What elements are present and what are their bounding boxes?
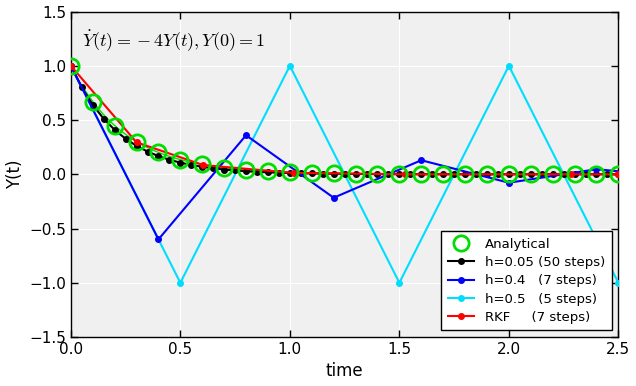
- Legend: Analytical, h=0.05 (50 steps), h=0.4   (7 steps), h=0.5   (5 steps), RKF     (7 : Analytical, h=0.05 (50 steps), h=0.4 (7 …: [441, 231, 612, 330]
- X-axis label: time: time: [326, 362, 363, 381]
- Y-axis label: Y(t): Y(t): [6, 159, 24, 189]
- Text: $\dot{Y}(t) = -4Y(t), Y(0) = 1$: $\dot{Y}(t) = -4Y(t), Y(0) = 1$: [82, 28, 265, 53]
